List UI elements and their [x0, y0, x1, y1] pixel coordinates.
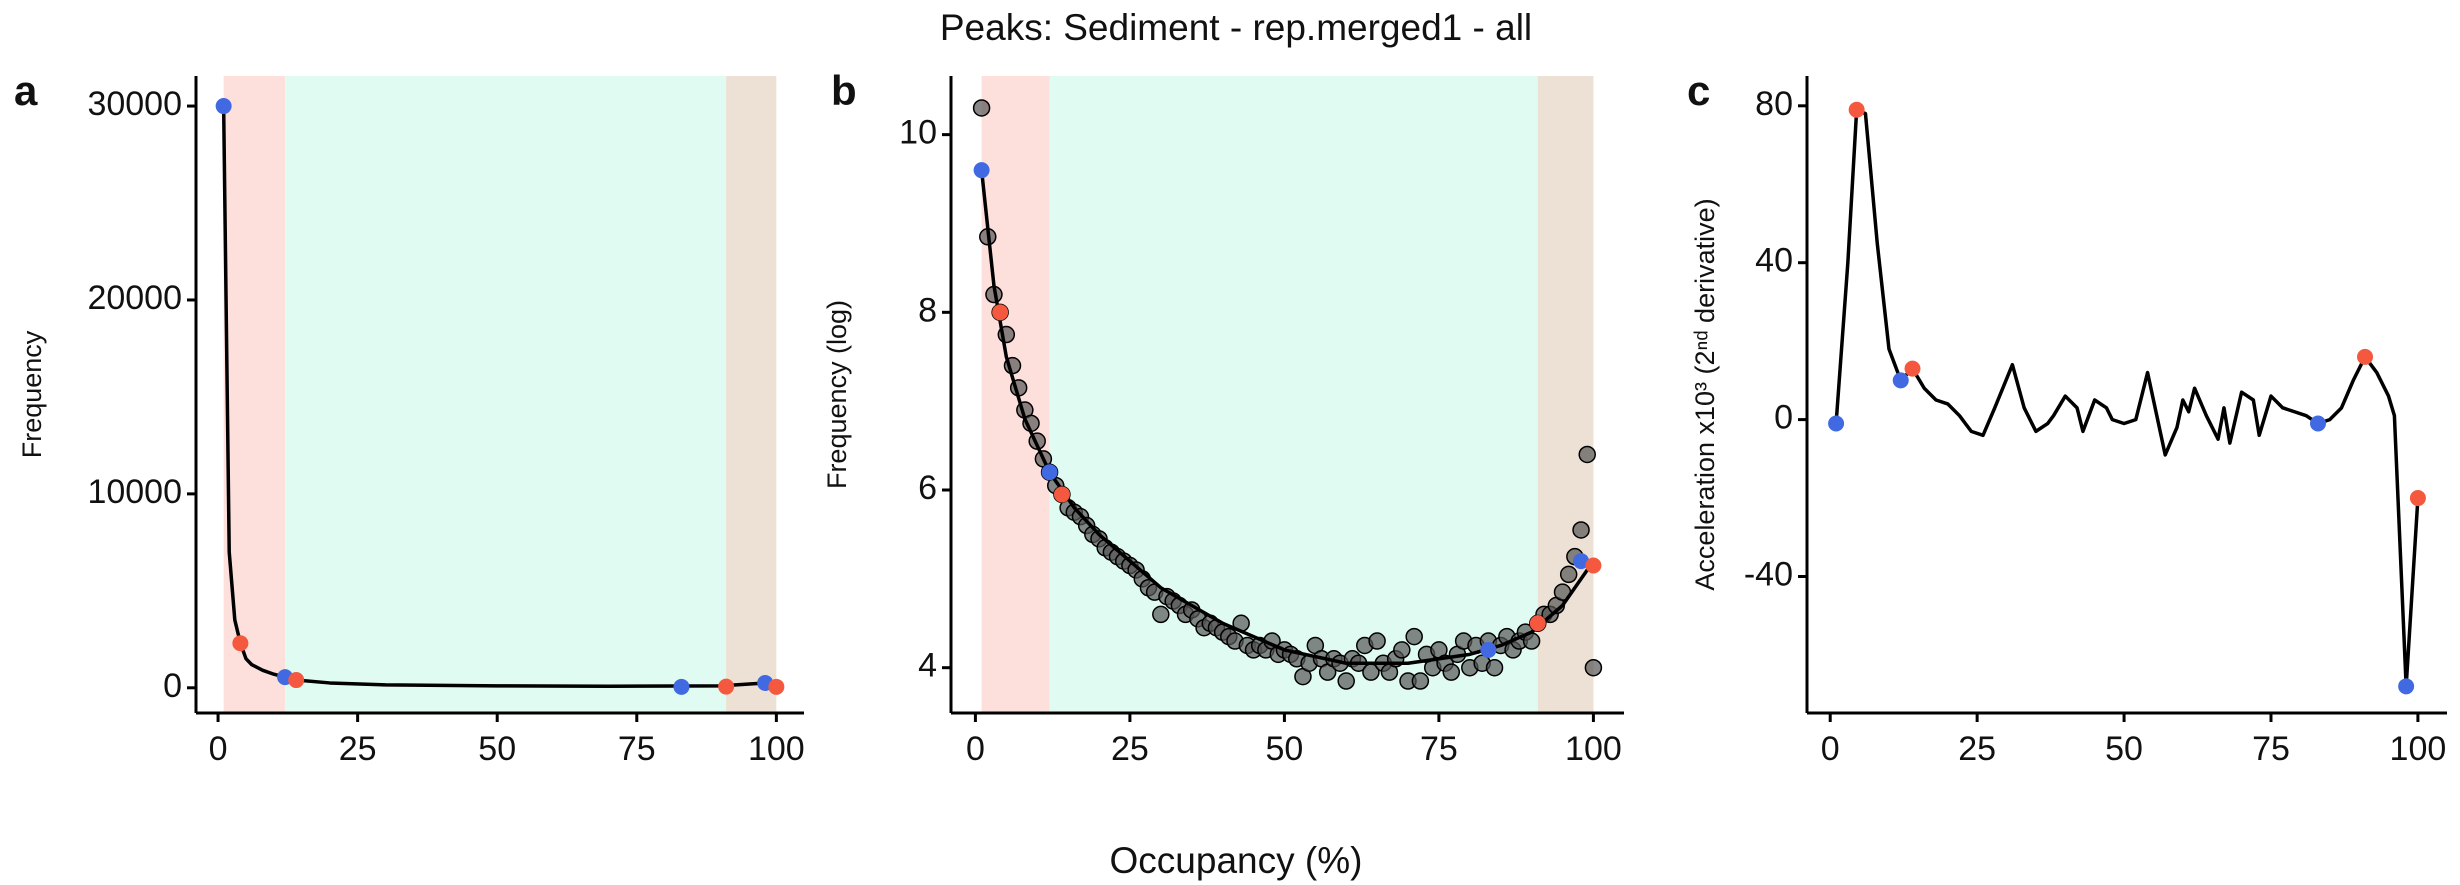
panel-label: c: [1687, 67, 1710, 114]
data-point: [768, 678, 785, 695]
x-tick-label: 0: [1821, 730, 1840, 768]
x-tick-label: 50: [478, 730, 516, 768]
data-point: [1529, 615, 1546, 632]
data-point: [1405, 627, 1423, 646]
y-tick-label: 40: [1755, 242, 1793, 280]
data-point: [1904, 360, 1921, 377]
x-tick-label: 25: [339, 730, 377, 768]
x-tick-label: 50: [1265, 730, 1303, 768]
y-axis-label: Acceleration x10³ (2ⁿᵈ derivative): [1690, 198, 1720, 590]
data-point: [1152, 605, 1170, 624]
data-point: [1041, 464, 1058, 481]
y-axis-label: Frequency (log): [822, 300, 852, 489]
x-tick-label: 0: [209, 730, 228, 768]
x-tick-label: 100: [2390, 730, 2447, 768]
data-point: [1053, 486, 1070, 503]
x-axis-label: Occupancy (%): [1110, 840, 1363, 881]
data-point: [288, 672, 305, 689]
y-tick-label: 80: [1755, 85, 1793, 123]
x-tick-label: 0: [966, 730, 985, 768]
panel-label: b: [831, 67, 857, 114]
data-point: [1578, 445, 1596, 464]
y-tick-label: 10000: [87, 473, 182, 511]
figure-title: Peaks: Sediment - rep.merged1 - all: [940, 7, 1532, 48]
y-tick-label: 8: [918, 291, 937, 329]
panel-label: a: [14, 67, 38, 114]
y-axis-label: Frequency: [17, 330, 47, 458]
data-point: [1337, 672, 1355, 690]
data-point: [1848, 101, 1865, 118]
x-tick-label: 75: [2252, 730, 2290, 768]
x-tick-label: 100: [748, 730, 805, 768]
data-point: [215, 98, 232, 115]
data-point: [673, 678, 690, 695]
y-tick-label: 20000: [87, 279, 182, 317]
data-point: [1485, 658, 1504, 677]
x-tick-label: 75: [1420, 730, 1458, 768]
data-point: [2398, 678, 2415, 695]
data-point: [1892, 372, 1909, 389]
data-point: [992, 304, 1009, 321]
data-point: [1559, 565, 1578, 584]
data-point: [1573, 553, 1590, 570]
x-tick-label: 25: [1958, 730, 1996, 768]
x-tick-label: 100: [1565, 730, 1622, 768]
data-point: [1584, 658, 1603, 677]
x-tick-label: 75: [618, 730, 656, 768]
y-tick-label: 0: [163, 667, 182, 705]
data-point: [972, 99, 991, 117]
region: [726, 76, 777, 713]
data-line: [979, 169, 1595, 665]
y-tick-label: 30000: [87, 85, 182, 123]
data-point: [1480, 641, 1497, 658]
data-point: [2357, 348, 2374, 365]
data-point: [1572, 521, 1590, 539]
data-point: [1411, 672, 1430, 690]
data-point: [232, 635, 249, 652]
x-tick-label: 25: [1111, 730, 1149, 768]
data-point: [1393, 641, 1411, 659]
data-point: [2310, 415, 2327, 432]
region: [1049, 76, 1538, 713]
region: [285, 76, 727, 713]
data-point: [2409, 490, 2426, 507]
x-tick-label: 50: [2105, 730, 2143, 768]
y-tick-label: 10: [899, 114, 937, 152]
y-tick-label: 4: [918, 647, 937, 685]
data-point: [1442, 663, 1461, 681]
y-tick-label: 0: [1774, 399, 1793, 437]
data-point: [718, 678, 735, 695]
data-point: [1368, 632, 1386, 650]
data-point: [973, 162, 990, 179]
data-point: [1585, 557, 1602, 574]
y-tick-label: 6: [918, 469, 937, 507]
y-tick-label: -40: [1744, 555, 1793, 593]
data-line: [1834, 107, 2420, 689]
data-point: [1828, 415, 1845, 432]
